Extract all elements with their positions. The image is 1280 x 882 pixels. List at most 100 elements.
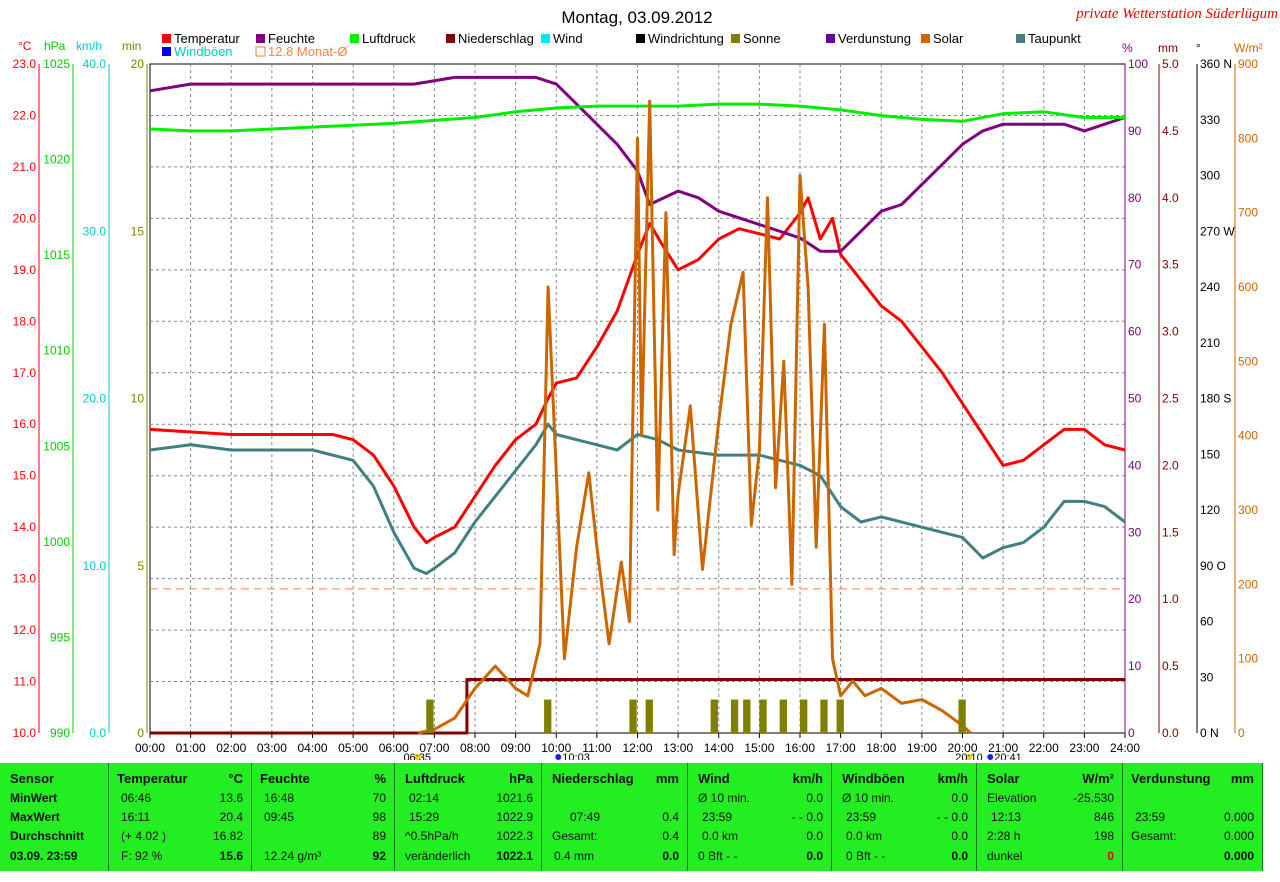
stats-unit-humidity: % bbox=[374, 771, 386, 786]
axis-tick-humidity: 100 bbox=[1128, 57, 1148, 71]
axis-tick-direction: 300 bbox=[1200, 169, 1220, 183]
legend-label: Luftdruck bbox=[362, 31, 416, 46]
stats-hum-avg: 89 bbox=[372, 829, 386, 843]
stats-hum-max-time: 09:45 bbox=[264, 810, 295, 824]
legend-label: Solar bbox=[933, 31, 964, 46]
stats-wind-current: 0.0 bbox=[806, 849, 823, 863]
stats-header-pressure: Luftdruck bbox=[405, 771, 465, 786]
stats-hum-max: 98 bbox=[372, 810, 386, 824]
x-tick-label: 22:00 bbox=[1029, 741, 1059, 755]
series-luftdruck bbox=[149, 102, 1125, 133]
stats-press-max: 1022.9 bbox=[496, 810, 533, 824]
stats-wind-bft: 0 Bft - - bbox=[698, 849, 738, 863]
stats-wind-avg: 0.0 bbox=[806, 791, 823, 805]
legend-label: Windböen bbox=[174, 44, 233, 59]
legend-swatch bbox=[826, 34, 835, 43]
axis-tick-direction: 90 O bbox=[1200, 559, 1226, 573]
axis-tick-temp: 17.0 bbox=[13, 366, 37, 380]
stats-row-avg: Durchschnitt bbox=[10, 829, 85, 843]
stats-gust-avg: 0.0 bbox=[951, 791, 968, 805]
time-marker-label: 06:35 bbox=[403, 752, 431, 760]
axis-tick-temp: 19.0 bbox=[13, 263, 37, 277]
axis-tick-temp: 11.0 bbox=[14, 675, 37, 689]
x-tick-label: 17:00 bbox=[826, 741, 856, 755]
stats-temp-max-time: 16:11 bbox=[121, 810, 151, 824]
sun-bar bbox=[759, 699, 767, 733]
x-tick-label: 24:00 bbox=[1110, 741, 1140, 755]
axis-tick-humidity: 80 bbox=[1128, 191, 1142, 205]
axis-tick-rain: 0.5 bbox=[1162, 659, 1179, 673]
sun-bar bbox=[645, 699, 653, 733]
sun-bar bbox=[743, 699, 751, 733]
axis-tick-direction: 150 bbox=[1200, 447, 1220, 461]
stats-header-wind: Wind bbox=[698, 771, 730, 786]
stats-unit-pressure: hPa bbox=[509, 771, 533, 786]
axis-tick-temp: 14.0 bbox=[13, 520, 37, 534]
stats-temp-delta: (+ 4.02 ) bbox=[121, 829, 167, 843]
x-tick-label: 12:00 bbox=[622, 741, 652, 755]
stats-press-max-time: 15:29 bbox=[409, 810, 440, 824]
stats-evap-total-label: Gesamt: bbox=[1131, 829, 1177, 843]
x-tick-label: 23:00 bbox=[1069, 741, 1099, 755]
stats-gust-max: - - 0.0 bbox=[936, 810, 968, 824]
axis-tick-temp: 12.0 bbox=[13, 623, 37, 637]
stats-solar-state: dunkel bbox=[987, 849, 1023, 863]
axis-tick-direction: 180 S bbox=[1200, 392, 1231, 406]
x-tick-label: 11:00 bbox=[582, 741, 611, 755]
axis-tick-direction: 330 bbox=[1200, 113, 1220, 127]
axis-tick-humidity: 90 bbox=[1128, 124, 1142, 138]
stats-evap-max-time: 23:59 bbox=[1135, 810, 1166, 824]
axis-tick-direction: 120 bbox=[1200, 503, 1220, 517]
legend-swatch bbox=[636, 34, 645, 43]
axis-unit-direction: ° bbox=[1196, 41, 1201, 55]
legend-label: Windrichtung bbox=[648, 31, 724, 46]
stats-header-solar: Solar bbox=[987, 771, 1020, 786]
axis-unit-solar: W/m² bbox=[1234, 41, 1263, 55]
axis-tick-sun: 20 bbox=[131, 57, 145, 71]
sun-bar bbox=[710, 699, 718, 733]
axis-tick-temp: 10.0 bbox=[13, 726, 37, 740]
axis-tick-rain: 1.5 bbox=[1162, 525, 1179, 539]
sun-bar bbox=[544, 699, 552, 733]
axis-tick-temp: 22.0 bbox=[13, 108, 37, 122]
x-tick-label: 03:00 bbox=[257, 741, 287, 755]
stats-wind-avg-label: Ø 10 min. bbox=[698, 791, 751, 805]
axis-tick-sun: 0 bbox=[137, 726, 144, 740]
stats-panel-evaporation: Verdunstung mm 23:59 0.000 Gesamt: 0.000 0.… bbox=[1123, 763, 1263, 871]
stats-press-current: 1022.1 bbox=[496, 849, 533, 863]
axis-tick-solar: 300 bbox=[1238, 503, 1258, 517]
chart-legend: Temperatur Feuchte Luftdruck Niederschlag Wi… bbox=[162, 31, 1081, 59]
stats-header-gust: Windböen bbox=[842, 771, 905, 786]
axis-tick-press: 1025 bbox=[43, 57, 70, 71]
axis-tick-temp: 13.0 bbox=[13, 572, 37, 586]
legend-swatch bbox=[921, 34, 930, 43]
weather-chart: Montag, 03.09.2012 private Wetterstation… bbox=[13, 6, 1278, 760]
stats-evap-current: 0.000 bbox=[1223, 849, 1254, 863]
axis-tick-temp: 15.0 bbox=[13, 469, 37, 483]
axis-tick-press: 1000 bbox=[43, 535, 70, 549]
axis-tick-direction: 240 bbox=[1200, 280, 1220, 294]
plot-area bbox=[149, 75, 1126, 735]
axis-tick-humidity: 0 bbox=[1128, 726, 1135, 740]
axis-tick-solar: 400 bbox=[1238, 429, 1258, 443]
stats-hum-min: 70 bbox=[372, 791, 386, 805]
station-name: private Wetterstation Süderlügum bbox=[1075, 6, 1278, 22]
axis-unit-sun: min bbox=[122, 39, 141, 53]
stats-temp-feel: F: 92 % bbox=[121, 849, 163, 863]
legend-swatch bbox=[731, 34, 740, 43]
axis-tick-humidity: 70 bbox=[1128, 258, 1142, 272]
stats-temp-avg: 16.82 bbox=[212, 829, 243, 843]
stats-rain-total: 0.4 bbox=[662, 829, 679, 843]
time-marker-dot bbox=[966, 754, 973, 760]
time-marker-dot bbox=[555, 754, 562, 760]
axis-unit-wind: km/h bbox=[76, 39, 102, 53]
x-tick-label: 18:00 bbox=[866, 741, 896, 755]
legend-label: Niederschlag bbox=[458, 31, 534, 46]
series-solar bbox=[417, 99, 972, 735]
legend-swatch bbox=[162, 47, 171, 56]
stats-gust-mean: 0.0 bbox=[951, 829, 968, 843]
stats-gust-avg-label: Ø 10 min. bbox=[842, 791, 895, 805]
legend-label: 12.8 Monat-Ø bbox=[268, 44, 348, 59]
axis-tick-solar: 800 bbox=[1238, 131, 1258, 145]
axis-tick-sun: 5 bbox=[137, 559, 144, 573]
